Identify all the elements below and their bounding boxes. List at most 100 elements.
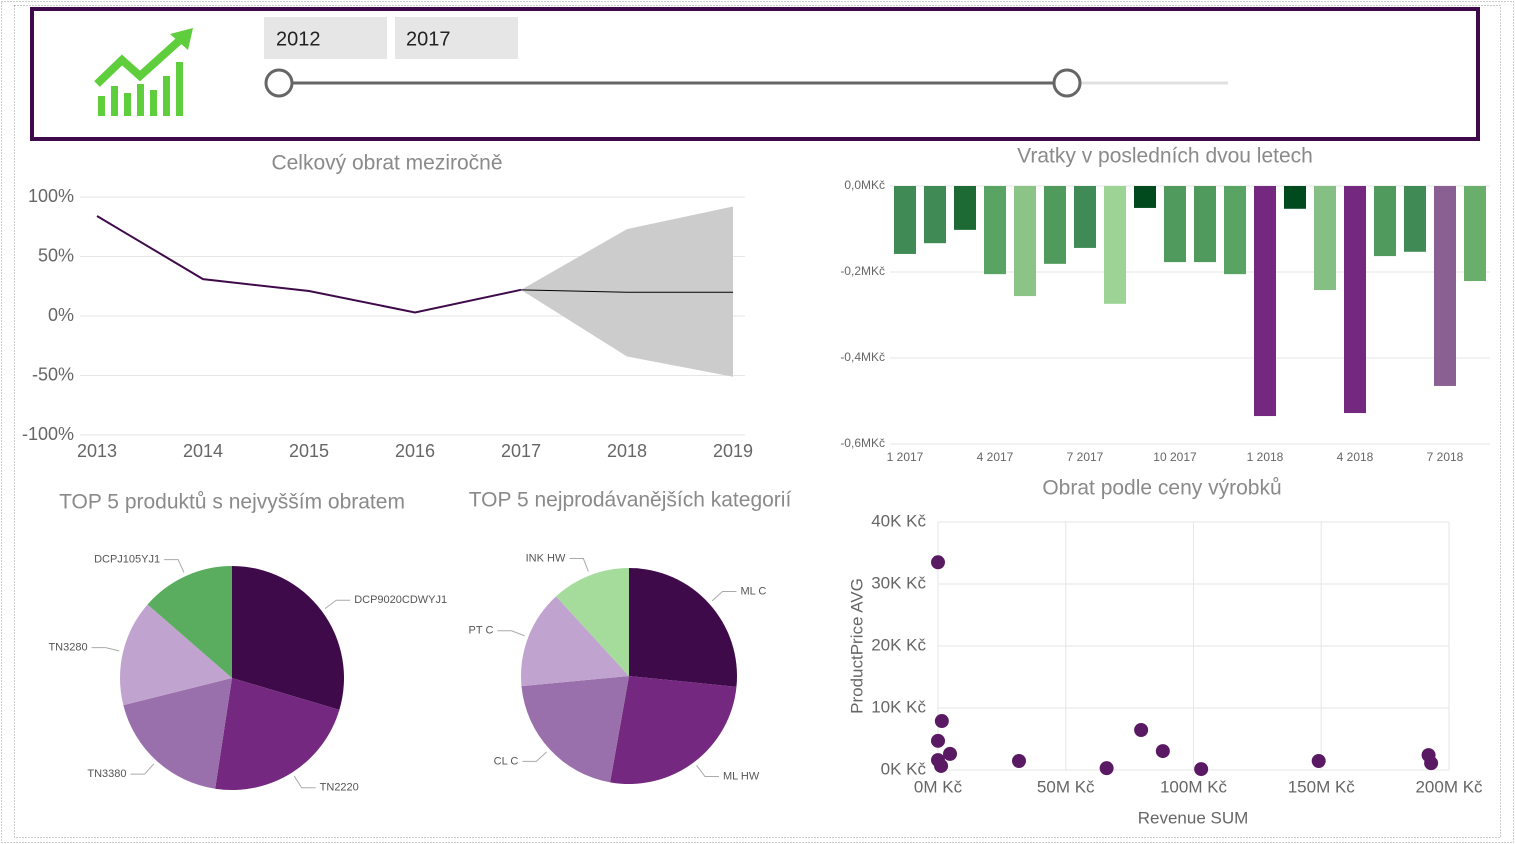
x-tick-label: 100M Kč xyxy=(1160,777,1228,796)
bar xyxy=(984,186,1006,275)
chart-title: Obrat podle ceny výrobků xyxy=(1042,477,1281,500)
chart-title: Celkový obrat meziročně xyxy=(271,152,502,175)
y-tick-label: 100% xyxy=(28,186,74,206)
bar xyxy=(1134,186,1156,208)
canvas-border xyxy=(14,5,1501,838)
y-tick-label: -0,2MKč xyxy=(840,264,885,278)
y-tick-label: 40K Kč xyxy=(871,511,926,530)
slice-label: TN3380 xyxy=(87,768,126,780)
leader-line xyxy=(91,647,120,652)
scatter-point xyxy=(934,758,949,773)
slider-handle[interactable] xyxy=(1052,68,1082,98)
slice-label: PT C xyxy=(469,625,494,637)
x-tick-label: 4 2017 xyxy=(977,450,1014,464)
pie-slice xyxy=(123,678,232,789)
slice-label: DCPJ105YJ1 xyxy=(94,554,160,566)
leader-line xyxy=(497,630,525,637)
bar xyxy=(1224,186,1246,275)
bar xyxy=(1464,186,1486,282)
scatter-point xyxy=(1134,723,1149,738)
scatter-point xyxy=(1099,761,1114,776)
leader-line xyxy=(711,590,737,602)
bar xyxy=(1374,186,1396,257)
x-tick-label: 0M Kč xyxy=(914,777,963,796)
pie-slice xyxy=(521,596,629,687)
y-tick-label: -100% xyxy=(22,424,74,444)
bar xyxy=(1104,186,1126,304)
bar xyxy=(1254,186,1276,417)
x-tick-label: 2019 xyxy=(713,441,753,461)
x-tick-label: 2015 xyxy=(289,441,329,461)
x-tick-label: 2017 xyxy=(501,441,541,461)
x-tick-label: 2018 xyxy=(607,441,647,461)
pie-slice xyxy=(629,568,737,687)
leader-line xyxy=(293,775,316,789)
scatter-point xyxy=(1311,754,1326,769)
slice-label: INK HW xyxy=(526,552,566,564)
slice-label: CL C xyxy=(494,755,519,767)
bar xyxy=(1164,186,1186,263)
y-tick-label: -50% xyxy=(32,364,74,384)
scatter-point xyxy=(1424,756,1439,771)
leader-line xyxy=(569,558,589,572)
scatter-point xyxy=(1155,744,1170,759)
bar xyxy=(1434,186,1456,386)
x-tick-label: 2016 xyxy=(395,441,435,461)
y-tick-label: 20K Kč xyxy=(871,635,926,654)
bar xyxy=(1044,186,1066,264)
slicer-from[interactable]: 2012 xyxy=(276,28,321,50)
leader-line xyxy=(696,765,719,778)
bar xyxy=(894,186,916,254)
slice-label: ML HW xyxy=(723,770,760,782)
slicer-from-box[interactable] xyxy=(264,17,387,59)
slice-label: ML C xyxy=(740,585,766,597)
bar xyxy=(924,186,946,244)
pie-slice xyxy=(521,676,629,783)
scatter-point xyxy=(1011,754,1026,769)
slice-label: DCP9020CDWYJ1 xyxy=(354,594,447,606)
line-series xyxy=(96,215,522,314)
pie-slice xyxy=(215,678,340,790)
x-tick-label: 50M Kč xyxy=(1037,777,1095,796)
forecast-band xyxy=(521,206,733,377)
slicer-panel xyxy=(30,7,1480,141)
x-axis-title: Revenue SUM xyxy=(1138,808,1249,827)
pie-slice xyxy=(556,568,629,676)
pie-slice xyxy=(147,566,232,678)
y-axis-title: ProductPrice AVG xyxy=(847,578,866,714)
pie-slice xyxy=(232,566,344,710)
bar xyxy=(954,186,976,230)
scatter-point xyxy=(931,555,945,570)
trend-icon xyxy=(94,28,193,116)
bar xyxy=(1314,186,1336,291)
bar xyxy=(1074,186,1096,248)
y-tick-label: 0% xyxy=(48,305,74,325)
x-tick-label: 4 2018 xyxy=(1337,450,1374,464)
scatter-point xyxy=(931,733,945,748)
x-tick-label: 7 2018 xyxy=(1427,450,1464,464)
y-tick-label: 0K Kč xyxy=(881,759,927,778)
slider-handle[interactable] xyxy=(264,68,294,98)
bar xyxy=(1344,186,1366,414)
pie-slice xyxy=(120,604,232,706)
x-tick-label: 2013 xyxy=(77,441,117,461)
leader-line xyxy=(130,763,155,775)
bar xyxy=(1284,186,1306,209)
bar xyxy=(1194,186,1216,263)
chart-title: TOP 5 nejprodávanějších kategorií xyxy=(469,489,792,512)
scatter-point xyxy=(943,746,958,761)
y-tick-label: 10K Kč xyxy=(871,697,926,716)
slicer-to-box[interactable] xyxy=(395,17,518,59)
slicer-to[interactable]: 2017 xyxy=(406,28,451,50)
leader-line xyxy=(522,751,547,762)
y-tick-label: -0,4MKč xyxy=(840,350,885,364)
bar xyxy=(1014,186,1036,297)
chart-title: Vratky v posledních dvou letech xyxy=(1017,145,1313,168)
x-tick-label: 150M Kč xyxy=(1288,777,1356,796)
pie-slice xyxy=(610,676,737,784)
bar xyxy=(1404,186,1426,252)
slice-label: TN3280 xyxy=(48,642,87,654)
